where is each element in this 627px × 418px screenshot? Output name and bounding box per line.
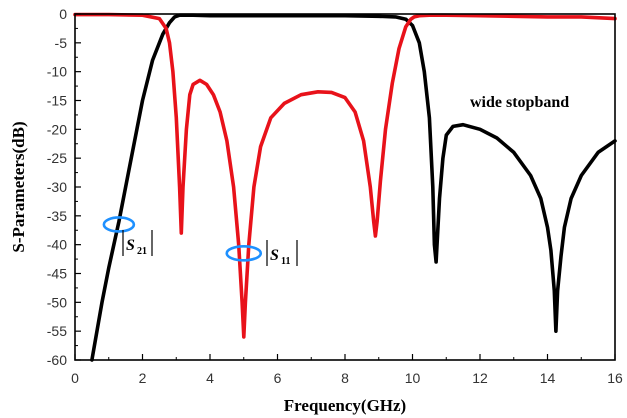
x-tick-label: 6: [274, 370, 282, 386]
s21-label-symbol: S: [126, 237, 135, 254]
s21-marker-ellipse: [102, 216, 136, 233]
y-tick-label: -10: [47, 64, 67, 80]
y-tick-label: 0: [59, 6, 67, 22]
y-tick-label: -40: [47, 237, 67, 253]
x-tick-label: 16: [607, 370, 623, 386]
s11-label-symbol: S: [270, 247, 279, 264]
series-line-s21: [90, 13, 617, 362]
x-tick-label: 10: [405, 370, 421, 386]
y-tick-label: -15: [47, 93, 67, 109]
y-tick-label: -30: [47, 179, 67, 195]
x-tick-label: 0: [71, 370, 79, 386]
x-tick-label: 14: [540, 370, 556, 386]
y-tick-label: -20: [47, 121, 67, 137]
x-tick-label: 8: [341, 370, 349, 386]
series-line-s11: [73, 12, 617, 339]
x-tick-label: 12: [472, 370, 488, 386]
y-tick-label: -60: [47, 352, 67, 368]
x-tick-label: 4: [206, 370, 214, 386]
axis-ticks: 0 2 4 6 8 10 12 14 16 0 -5 -10 -15 -20 -25 -30 -35 -40 -45…: [47, 6, 623, 386]
y-tick-label: -45: [47, 266, 67, 282]
axis-labels: Frequency(GHz) S-Parameters(dB): [9, 121, 406, 415]
x-tick-label: 2: [139, 370, 147, 386]
s11-marker-ellipse: [225, 245, 263, 262]
y-tick-label: -25: [47, 150, 67, 166]
y-tick-label: -50: [47, 294, 67, 310]
y-tick-label: -5: [55, 35, 68, 51]
y-tick-label: -35: [47, 208, 67, 224]
x-axis-title: Frequency(GHz): [284, 396, 406, 415]
y-axis-title: S-Parameters(dB): [9, 121, 28, 252]
curves: [73, 12, 617, 362]
annotation-wide-stopband: wide stopband: [470, 94, 569, 111]
y-tick-label: -55: [47, 323, 67, 339]
s11-label-subscript: 11: [281, 256, 290, 267]
s21-label-subscript: 21: [137, 246, 147, 257]
